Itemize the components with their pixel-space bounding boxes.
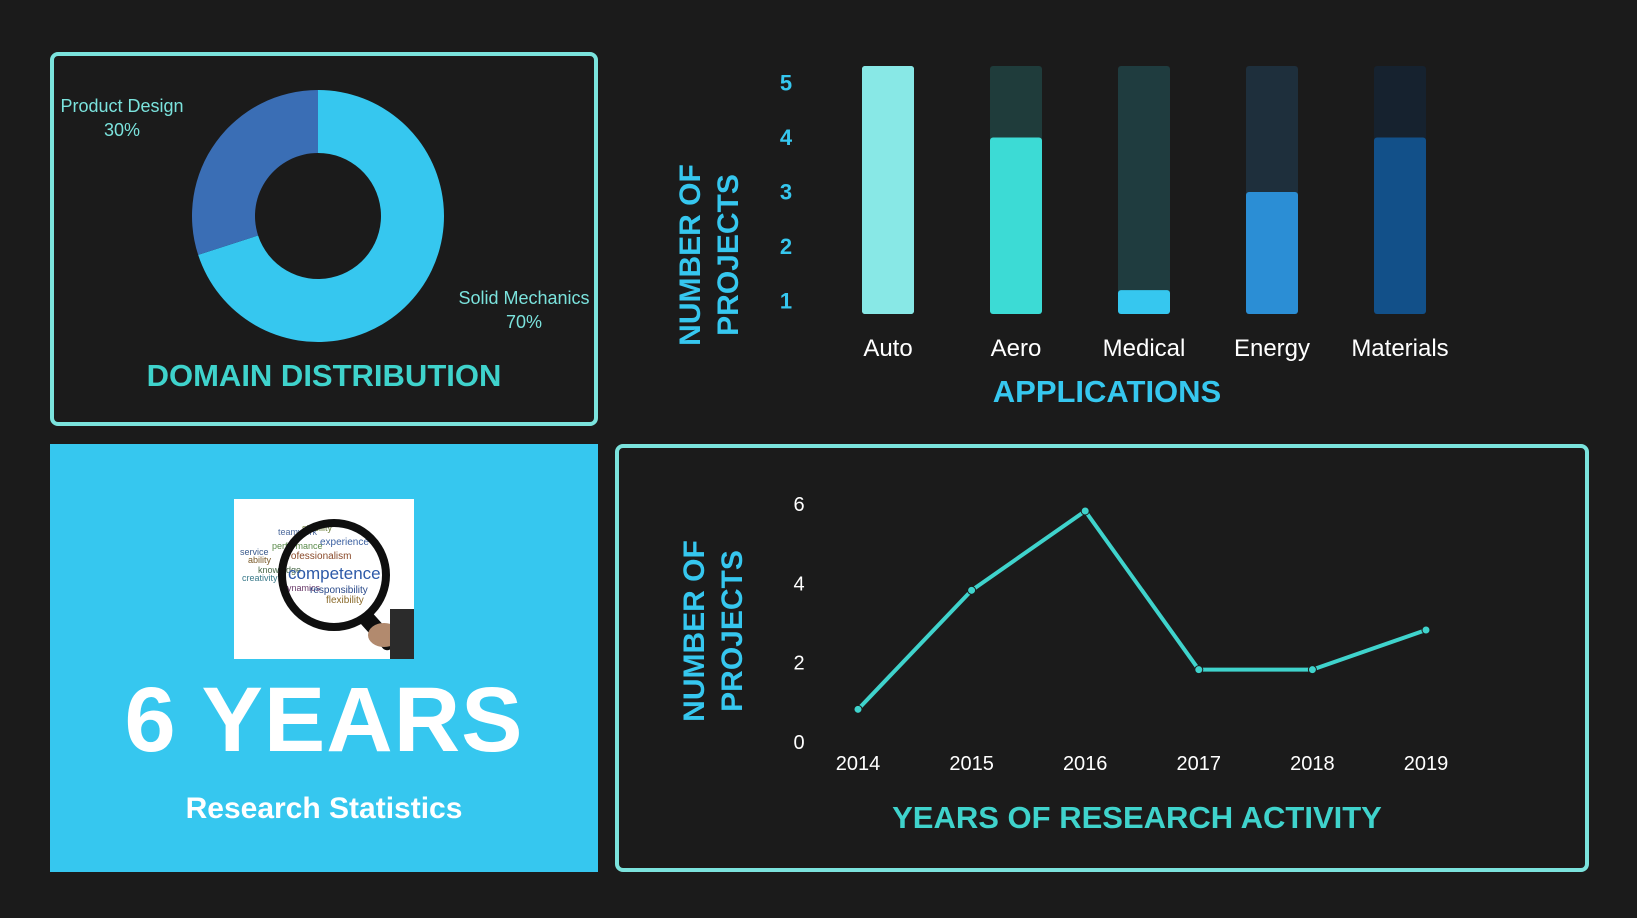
donut-slice-solid-mechanics (198, 90, 444, 343)
line-x-axis-label: YEARS OF RESEARCH ACTIVITY (892, 800, 1382, 835)
slice-label-solid-mechanics: Solid Mechanics (458, 288, 589, 308)
word-service: service (240, 547, 269, 557)
x-tick-materials: Materials (1351, 335, 1448, 362)
word-ability: ability (248, 555, 272, 565)
slice-percent-product-design: 30% (104, 120, 140, 140)
word-dynamics: dynamics (282, 583, 321, 593)
word-teamwork: teamwork (278, 527, 318, 537)
bar-track-medical (1118, 66, 1170, 314)
line-y-label-line-2: PROJECTS (716, 550, 749, 712)
line-x-tick-2017: 2017 (1177, 753, 1222, 775)
line-x-tick-2018: 2018 (1290, 753, 1335, 775)
donut-slice-product-design (192, 90, 318, 255)
y-tick-1: 1 (780, 289, 792, 314)
line-y-tick-4: 4 (793, 573, 804, 595)
line-y-label-line-1: NUMBER OF (678, 540, 711, 722)
years-of-research-value: 6 YEARS (124, 669, 524, 771)
word-performance: performance (272, 541, 323, 551)
activity-line (856, 509, 1427, 711)
magnifying-glass-icon (278, 519, 414, 659)
line-y-tick-6: 6 (793, 494, 804, 516)
x-tick-aero: Aero (991, 335, 1042, 362)
bar-materials (1374, 137, 1426, 314)
word-flexibility: flexibility (326, 595, 364, 606)
word-creativity: creativity (242, 573, 278, 583)
line-x-tick-2015: 2015 (949, 753, 994, 775)
slice-label-product-design: Product Design (60, 96, 183, 116)
y-tick-4: 4 (780, 125, 793, 150)
line-y-tick-2: 2 (793, 653, 804, 675)
research-activity-panel: 0 2 4 6 NUMBER OF PROJECTS 2014 2015 2016 2017 201… (615, 444, 1589, 872)
y-axis-label-line-1: NUMBER OF (674, 164, 707, 346)
word-professionalism: professionalism (282, 551, 351, 562)
point-2017 (1194, 665, 1204, 675)
slice-percent-solid-mechanics: 70% (506, 312, 542, 332)
x-tick-medical: Medical (1103, 335, 1186, 362)
competence-magnifier-image: teamwork stability service performance e… (234, 499, 414, 659)
x-tick-auto: Auto (863, 335, 912, 362)
bar-aero (990, 137, 1042, 314)
bar-auto (862, 66, 914, 314)
point-2016 (1080, 506, 1090, 516)
research-activity-line-chart: 0 2 4 6 NUMBER OF PROJECTS 2014 2015 2016 2017 201… (678, 494, 1449, 835)
point-2019 (1421, 625, 1431, 635)
bar-energy (1246, 192, 1298, 314)
y-tick-3: 3 (780, 180, 792, 205)
word-experience: experience (320, 537, 369, 548)
domain-distribution-title: DOMAIN DISTRIBUTION (147, 358, 502, 393)
research-statistics-label: Research Statistics (185, 792, 463, 825)
line-y-axis-label: NUMBER OF PROJECTS (678, 540, 749, 722)
bar-medical (1118, 290, 1170, 314)
line-y-tick-0: 0 (793, 732, 804, 754)
point-2018 (1307, 665, 1317, 675)
y-tick-5: 5 (780, 71, 792, 96)
line-x-tick-2016: 2016 (1063, 753, 1108, 775)
point-2014 (853, 704, 863, 714)
x-tick-energy: Energy (1234, 335, 1310, 362)
line-x-tick-2019: 2019 (1404, 753, 1449, 775)
point-2015 (967, 585, 977, 595)
line-x-tick-2014: 2014 (836, 753, 881, 775)
domain-distribution-chart: Solid Mechanics 70% Product Design 30% DOMAI… (60, 90, 590, 393)
word-competence: competence (288, 564, 381, 583)
bar-y-axis-label: NUMBER OF PROJECTS (674, 164, 745, 346)
y-tick-2: 2 (780, 234, 792, 259)
research-statistics-panel: teamwork stability service performance e… (50, 444, 598, 872)
bar-x-axis-label: APPLICATIONS (993, 374, 1222, 409)
applications-bar-chart: 1 2 3 4 5 NUMBER OF PROJECTS Auto Aero Medical Ene… (674, 66, 1449, 409)
domain-distribution-panel: Solid Mechanics 70% Product Design 30% DOMAI… (50, 52, 598, 426)
y-axis-label-line-2: PROJECTS (712, 174, 745, 336)
word-responsibility: responsibility (310, 585, 368, 596)
